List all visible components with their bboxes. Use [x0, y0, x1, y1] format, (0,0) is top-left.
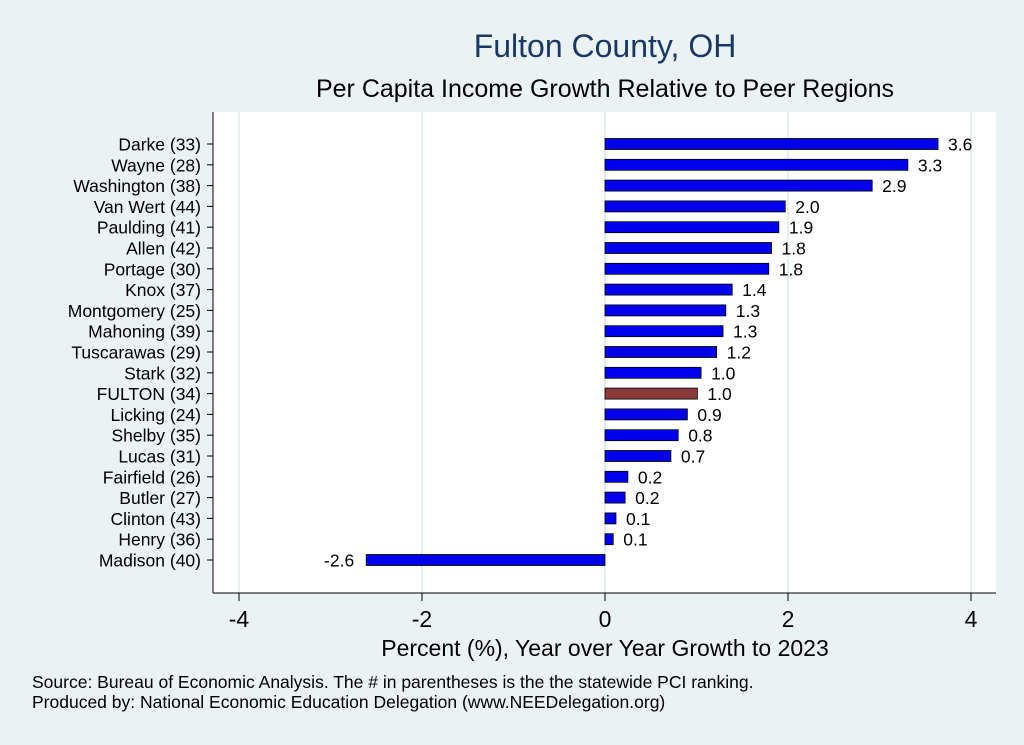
- bar: [604, 179, 873, 192]
- category-label: Montgomery (25): [68, 301, 201, 321]
- x-tick-label: 0: [599, 606, 612, 632]
- bar-value-label: 0.9: [697, 405, 721, 425]
- bar-value-label: 1.2: [727, 343, 751, 363]
- category-label: Allen (42): [126, 239, 201, 259]
- bar-value-label: 1.8: [782, 239, 806, 259]
- bar-value-label: 1.3: [733, 322, 757, 342]
- bar-value-label: 0.2: [638, 467, 662, 487]
- x-axis-label: Percent (%), Year over Year Growth to 20…: [381, 635, 829, 661]
- category-label: Henry (36): [118, 530, 201, 550]
- bar: [365, 554, 606, 566]
- bar-value-label: 3.3: [918, 155, 942, 175]
- bar: [604, 533, 614, 546]
- chart-title: Fulton County, OH: [473, 28, 737, 64]
- bars: [365, 138, 939, 566]
- bar: [604, 346, 718, 358]
- bar-value-label: 1.4: [742, 280, 767, 300]
- bar: [604, 429, 679, 442]
- category-label: Wayne (28): [111, 155, 201, 175]
- x-ticks: -4 -2 0 2 4: [229, 593, 978, 632]
- x-tick-label: 2: [782, 606, 795, 632]
- bar-value-label: 1.8: [779, 259, 803, 279]
- category-label: Mahoning (39): [88, 322, 201, 342]
- category-labels: Darke (33)Wayne (28)Washington (38)Van W…: [68, 135, 213, 571]
- category-label: Portage (30): [104, 259, 201, 279]
- category-label: Fairfield (26): [103, 467, 201, 487]
- category-label: Lucas (31): [118, 447, 201, 467]
- bar: [604, 200, 786, 213]
- bar: [604, 366, 702, 379]
- bar-value-label: 0.7: [681, 447, 705, 467]
- bar-value-label: 2.0: [795, 197, 820, 217]
- category-label: Stark (32): [124, 363, 201, 383]
- bar-value-label: 1.0: [711, 363, 736, 383]
- bar: [604, 470, 629, 483]
- bar-value-label: -2.6: [324, 551, 354, 571]
- bar-value-label: 0.2: [635, 488, 659, 508]
- bar: [604, 512, 617, 525]
- x-tick-label: -2: [412, 606, 432, 632]
- category-label: Van Wert (44): [94, 197, 201, 217]
- source-note: Source: Bureau of Economic Analysis. The…: [32, 672, 754, 692]
- category-label: Darke (33): [118, 135, 201, 155]
- bar-value-label: 1.3: [736, 301, 760, 321]
- category-label: Butler (27): [119, 488, 201, 508]
- category-label: Madison (40): [99, 551, 201, 571]
- bar: [604, 304, 727, 317]
- bar: [604, 221, 780, 234]
- value-labels: 3.63.32.92.01.91.81.81.41.31.31.21.01.00…: [324, 135, 972, 571]
- x-tick-label: -4: [229, 606, 250, 632]
- bar-value-label: 1.9: [789, 218, 813, 238]
- bar-value-label: 1.0: [707, 384, 732, 404]
- bar: [604, 387, 698, 400]
- bar-value-label: 0.8: [688, 426, 712, 446]
- bar-value-label: 3.6: [948, 135, 972, 155]
- category-label: Shelby (35): [112, 426, 202, 446]
- bar: [604, 491, 626, 504]
- x-tick-label: 4: [965, 606, 978, 632]
- category-label: FULTON (34): [97, 384, 201, 404]
- category-label: Clinton (43): [111, 509, 201, 529]
- category-label: Tuscarawas (29): [71, 343, 201, 363]
- bar-value-label: 0.1: [623, 530, 647, 550]
- bar-value-label: 2.9: [882, 176, 906, 196]
- category-label: Paulding (41): [97, 218, 201, 238]
- bar-value-label: 0.1: [626, 509, 650, 529]
- producer-note: Produced by: National Economic Education…: [32, 692, 666, 712]
- chart-subtitle: Per Capita Income Growth Relative to Pee…: [315, 75, 895, 103]
- bar: [604, 242, 772, 254]
- bar: [604, 138, 939, 150]
- bar: [604, 450, 672, 462]
- bar: [604, 158, 909, 171]
- category-label: Licking (24): [111, 405, 201, 425]
- category-label: Washington (38): [73, 176, 201, 196]
- bar: [604, 408, 688, 421]
- category-label: Knox (37): [125, 280, 201, 300]
- bar: [604, 283, 733, 296]
- bar: [604, 325, 724, 338]
- bar: [604, 262, 770, 275]
